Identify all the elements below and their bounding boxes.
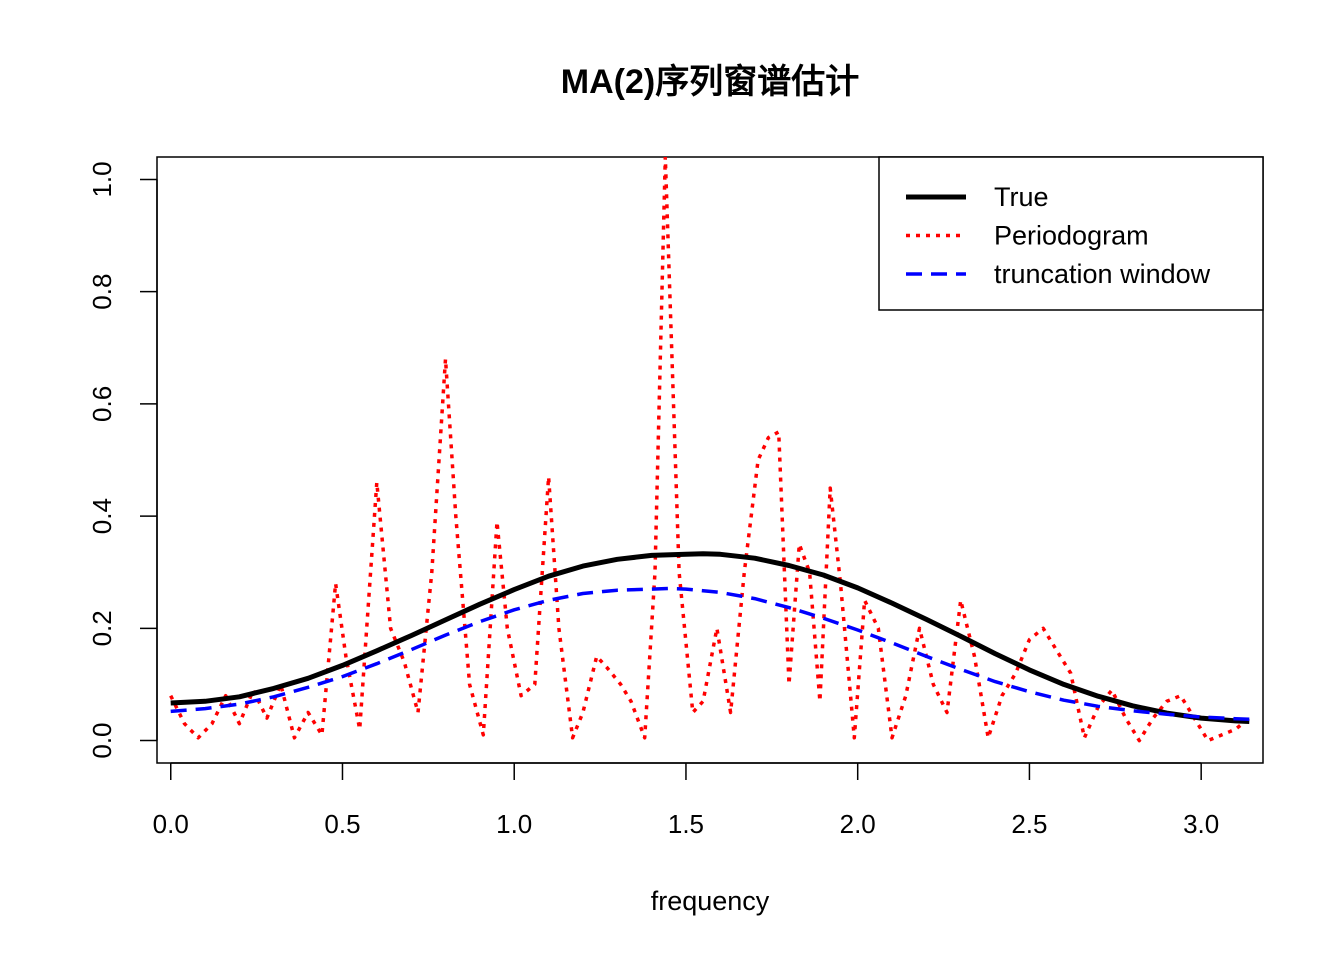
chart-title: MA(2)序列窗谱估计 xyxy=(561,63,859,101)
x-axis: 0.0 0.5 1.0 1.5 2.0 2.5 3.0 xyxy=(153,762,1219,839)
series-line-truncation-window xyxy=(170,586,1250,721)
series-layer xyxy=(169,157,1251,743)
series-line-true xyxy=(170,551,1250,724)
y-axis: 0.0 0.2 0.4 0.6 0.8 1.0 xyxy=(87,161,158,759)
x-tick-label: 1.0 xyxy=(496,809,532,839)
x-tick-label: 1.5 xyxy=(668,809,704,839)
y-tick-label: 0.6 xyxy=(87,386,117,422)
y-tick-label: 0.0 xyxy=(87,722,117,758)
y-tick-label: 0.8 xyxy=(87,274,117,310)
y-tick-label: 0.4 xyxy=(87,498,117,534)
x-tick-label: 0.0 xyxy=(153,809,189,839)
series-line-periodogram xyxy=(169,157,1251,743)
legend: True Periodogram truncation window xyxy=(878,156,1264,311)
x-tick-label: 3.0 xyxy=(1183,809,1219,839)
legend-label: Periodogram xyxy=(994,221,1149,251)
x-tick-label: 2.5 xyxy=(1011,809,1047,839)
x-axis-title: frequency xyxy=(651,886,770,916)
legend-box xyxy=(878,156,1264,311)
legend-label: truncation window xyxy=(994,259,1211,289)
legend-label: True xyxy=(994,182,1049,212)
x-tick-label: 0.5 xyxy=(324,809,360,839)
legend-items: True Periodogram truncation window xyxy=(906,182,1211,289)
y-tick-label: 0.2 xyxy=(87,610,117,646)
y-tick-label: 1.0 xyxy=(87,161,117,197)
x-tick-label: 2.0 xyxy=(840,809,876,839)
